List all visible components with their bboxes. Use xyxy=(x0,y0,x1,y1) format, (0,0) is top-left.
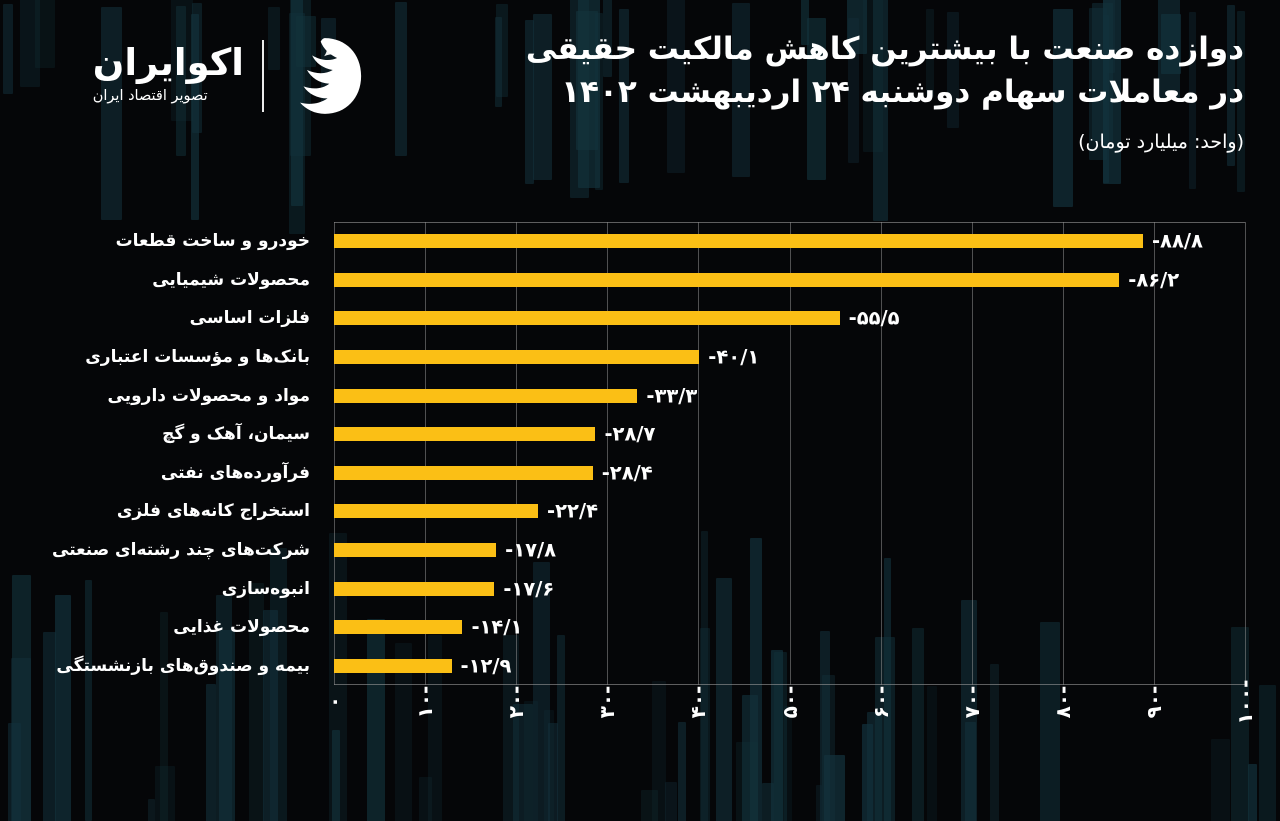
chart-title-line-2: در معاملات سهام دوشنبه ۲۴ اردیبهشت ۱۴۰۲ xyxy=(561,73,1244,110)
bar-value-label: -۸۶/۲ xyxy=(1128,268,1180,292)
brand-tagline: تصویر اقتصاد ایران xyxy=(92,88,208,105)
bar-value-label: -۱۷/۶ xyxy=(503,577,555,601)
category-label: محصولات غذایی xyxy=(173,617,310,638)
gridline xyxy=(425,222,427,685)
x-tick-label: ۱۰- xyxy=(413,685,438,719)
gridline xyxy=(1153,222,1155,685)
gridline xyxy=(880,222,882,685)
gridline xyxy=(698,222,700,685)
bar-value-label: -۱۴/۱ xyxy=(471,615,523,639)
bar-value-label: -۲۸/۴ xyxy=(601,461,653,485)
gridline xyxy=(334,222,335,685)
bar[interactable] xyxy=(334,465,593,480)
bar[interactable] xyxy=(334,581,495,596)
bar[interactable] xyxy=(334,620,463,635)
x-axis-tick-labels: ۰ ۱۰- ۲۰- ۳۰- ۴۰- ۵۰- ۶۰- ۷۰- ۸۰- ۹۰- ۱۰۰- xyxy=(322,680,1257,756)
bar[interactable] xyxy=(334,427,596,442)
x-tick-label: ۸۰- xyxy=(1050,685,1075,719)
gridline xyxy=(607,222,609,685)
gridline xyxy=(1062,222,1064,685)
x-tick-label: ۳۰- xyxy=(595,685,620,719)
category-label: فرآورده‌های نفتی xyxy=(160,462,310,483)
x-tick-label: ۷۰- xyxy=(959,685,984,719)
brand-logo-block: اکوایران تصویر اقتصاد ایران xyxy=(38,26,368,126)
gridline xyxy=(1245,222,1246,685)
category-label: مواد و محصولات دارویی xyxy=(107,385,310,406)
bar[interactable] xyxy=(334,388,638,403)
bar-value-label: -۸۸/۸ xyxy=(1151,229,1203,253)
bar-value-label: -۴۰/۱ xyxy=(708,345,760,369)
brand-name: اکوایران xyxy=(92,40,244,84)
bar[interactable] xyxy=(334,542,497,557)
gridline xyxy=(516,222,518,685)
brand-wordmark: اکوایران تصویر اقتصاد ایران xyxy=(93,44,244,108)
x-tick-label: ۱۰۰- xyxy=(1233,679,1257,725)
eco-iran-wing-logo-icon xyxy=(282,33,368,119)
bar-value-label: -۱۷/۸ xyxy=(505,538,557,562)
category-label: بیمه و صندوق‌های بازنشستگی xyxy=(56,655,310,676)
bar-value-label: -۱۲/۹ xyxy=(460,654,512,678)
chart-unit-subtitle: (واحد: میلیارد تومان) xyxy=(1078,130,1244,153)
bar[interactable] xyxy=(334,311,840,326)
plot-area: -۸۸/۸ -۸۶/۲ -۵۵/۵ -۴۰/۱ -۳۳/۳ -۲۸/۷ -۲۸/۴ -۲۲/۴… xyxy=(334,222,1246,685)
chart-title-line-1: دوازده صنعت با بیشترین کاهش مالکیت حقیقی xyxy=(525,31,1244,67)
bar-value-label: -۲۲/۴ xyxy=(547,499,598,523)
bar[interactable] xyxy=(334,504,539,519)
x-tick-label: ۶۰- xyxy=(868,685,893,719)
category-label: محصولات شیمیایی xyxy=(152,269,310,290)
x-tick-label: ۲۰- xyxy=(504,685,529,719)
bar-value-label: -۵۵/۵ xyxy=(848,306,900,330)
x-tick-label: ۹۰- xyxy=(1141,685,1166,719)
category-label: فلزات اساسی xyxy=(189,308,310,329)
category-label: شرکت‌های چند رشته‌ای صنعتی xyxy=(52,539,310,560)
bar-value-label: -۳۳/۳ xyxy=(646,384,698,408)
bar[interactable] xyxy=(334,234,1143,249)
bar[interactable] xyxy=(334,658,452,673)
header: اکوایران تصویر اقتصاد ایران دوازده صنعت … xyxy=(0,0,1280,210)
category-label: سیمان، آهک و گچ xyxy=(162,424,310,445)
bar[interactable] xyxy=(334,350,700,365)
bar[interactable] xyxy=(334,272,1120,287)
category-label: استخراج کانه‌های فلزی xyxy=(116,501,310,522)
title-block: دوازده صنعت با بیشترین کاهش مالکیت حقیقی… xyxy=(384,28,1244,154)
gridline xyxy=(971,222,973,685)
logo-divider xyxy=(262,40,264,112)
gridline xyxy=(789,222,791,685)
x-tick-label: ۰ xyxy=(322,695,346,709)
category-label: انبوه‌سازی xyxy=(221,578,310,599)
category-axis: خودرو و ساخت قطعات محصولات شیمیایی فلزات ا… xyxy=(0,222,322,685)
x-tick-label: ۴۰- xyxy=(686,685,711,719)
category-label: خودرو و ساخت قطعات xyxy=(115,231,310,252)
x-tick-label: ۵۰- xyxy=(777,685,802,719)
bar-value-label: -۲۸/۷ xyxy=(604,422,656,446)
category-label: بانک‌ها و مؤسسات اعتباری xyxy=(85,347,310,368)
